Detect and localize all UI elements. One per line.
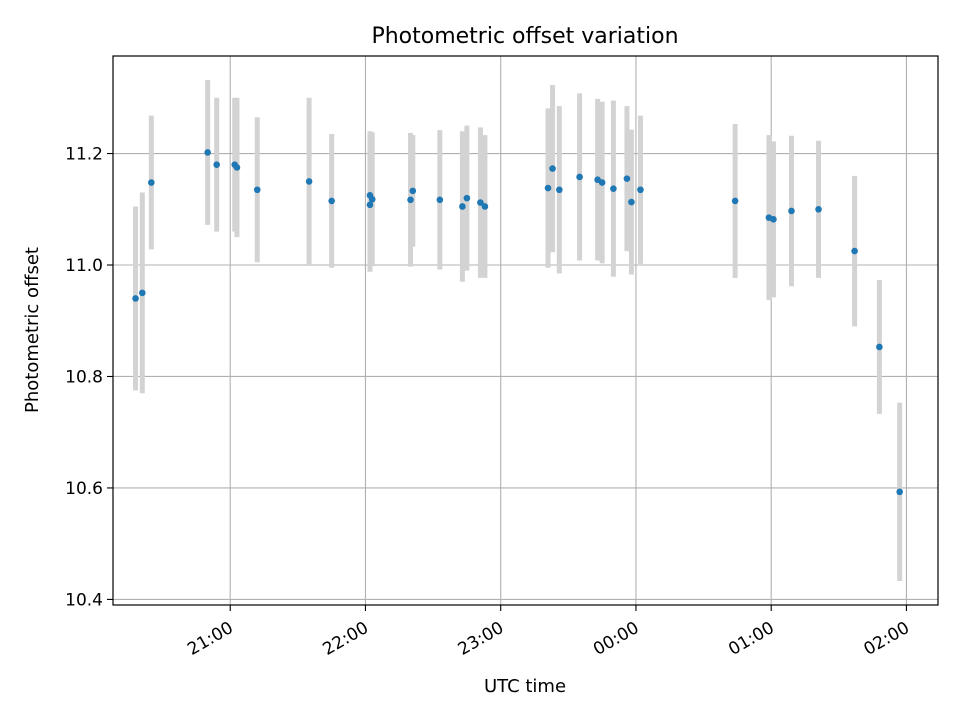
data-point [731,197,739,205]
y-tick-label: 10.4 [65,590,103,610]
data-point [556,186,563,194]
data-point [233,164,241,171]
data-point [477,199,484,206]
data-point [481,203,489,210]
data-point [148,179,155,186]
data-point [368,195,376,203]
chart-title: Photometric offset variation [371,24,678,49]
y-tick-label: 11.2 [65,145,103,165]
y-tick-label: 11.0 [65,256,103,276]
data-point [815,205,822,213]
data-point [851,247,858,255]
data-point [549,165,556,172]
data-point [896,488,903,496]
plot-frame [112,55,939,606]
data-point [459,203,466,210]
data-point [623,175,631,182]
data-point [305,178,313,185]
data-point [463,194,471,202]
data-point [770,216,777,223]
data-point [637,186,644,194]
y-axis-ticks: 10.4 10.6 10.8 11.0 11.2 [65,145,113,610]
y-tick-label: 10.8 [65,367,103,387]
y-tick-label: 10.6 [65,479,103,499]
data-point [132,295,139,302]
data-point [328,197,335,205]
data-point [213,161,220,168]
data-point [204,149,211,156]
data-point [788,207,795,215]
y-axis-label: Photometric offset [22,247,43,413]
data-point [407,196,414,204]
data-point [576,173,583,181]
data-point [876,343,883,351]
x-axis-label: UTC time [484,676,566,697]
data-point [139,289,146,297]
data-point [628,198,635,206]
data-point [366,201,374,209]
data-point [253,186,261,194]
data-point [436,196,444,204]
data-point [610,185,617,192]
data-point [409,187,417,195]
data-point [598,179,606,186]
data-point [544,184,552,192]
data-points [132,149,903,496]
grid-lines [113,56,938,605]
